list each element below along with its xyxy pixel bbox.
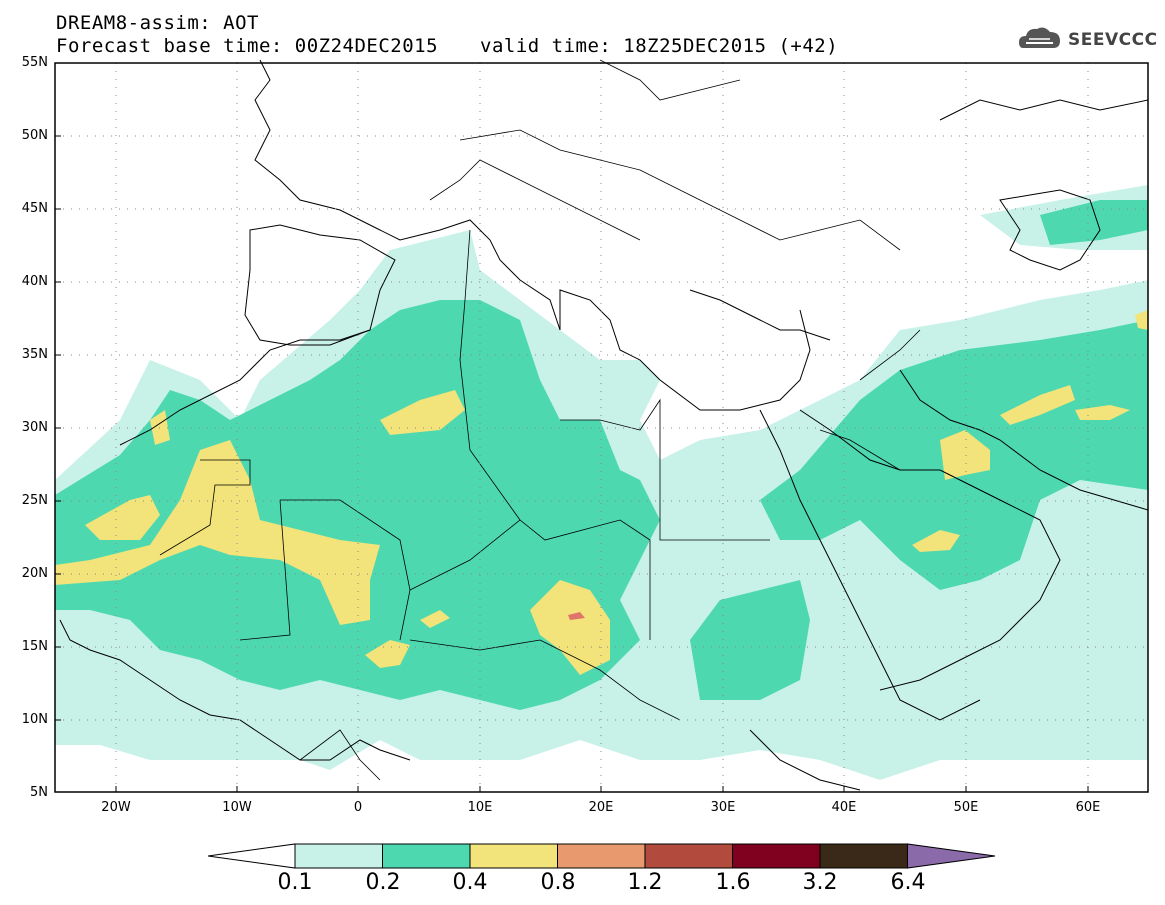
lon-label: 30E (710, 800, 736, 815)
lon-label: 40E (831, 800, 857, 815)
valid-time: valid time: 18Z25DEC2015 (+42) (480, 35, 839, 57)
lon-label: 20W (101, 800, 131, 815)
lon-label: 50E (953, 800, 979, 815)
colorbar-label: 0.8 (540, 870, 576, 895)
aot-band-0.4-ne (1135, 310, 1148, 330)
lon-label: 0 (353, 800, 363, 815)
colorbar-label: 3.2 (802, 870, 838, 895)
aot-band-0.4-chad (530, 580, 610, 675)
aot-band-0.4-west2 (85, 495, 160, 540)
lon-label: 10E (467, 800, 493, 815)
colorbar-label: 1.2 (627, 870, 663, 895)
lat-label: 20N (21, 566, 48, 581)
cloud-icon (1019, 27, 1060, 48)
colorbar-label: 1.6 (715, 870, 751, 895)
aot-band-0.2 (55, 300, 660, 710)
aot-band-0.2-east (690, 580, 810, 700)
lat-label: 35N (21, 347, 48, 362)
lat-label: 25N (21, 493, 48, 508)
aot-band-0.4-iran2 (1075, 405, 1130, 420)
aot-band-0.4-kuwait (940, 430, 990, 480)
aot-band-0.4-algeria (380, 390, 465, 435)
aot-shading (55, 185, 1148, 780)
lat-label: 5N (30, 785, 48, 800)
lat-label: 40N (21, 274, 48, 289)
tick-marks (55, 135, 1089, 792)
lon-label: 60E (1075, 800, 1101, 815)
lat-label: 30N (21, 420, 48, 435)
aot-band-0.2-caspian (1040, 200, 1148, 245)
aot-band-0.8 (568, 612, 585, 620)
aot-band-0.4-small1 (420, 610, 450, 628)
lat-label: 45N (21, 201, 48, 216)
colorbar-label: 0.4 (452, 870, 488, 895)
lon-label: 20E (588, 800, 614, 815)
aot-band-0.4-niger (365, 640, 410, 668)
aot-band-0.4-oman (912, 530, 960, 552)
borders (159, 59, 921, 781)
coastlines (59, 59, 1149, 791)
lat-label: 55N (21, 55, 48, 70)
lat-label: 15N (21, 639, 48, 654)
colorbar-label: 6.4 (890, 870, 926, 895)
colorbar-label: 0.2 (365, 870, 401, 895)
map-title: DREAM8-assim: AOT (56, 12, 259, 34)
logo-text: SEEVCCC (1068, 30, 1158, 50)
lat-label: 10N (21, 712, 48, 727)
forecast-base-time: Forecast base time: 00Z24DEC2015 (56, 35, 439, 57)
lat-label: 50N (21, 128, 48, 143)
aot-band-0.4-iran (1000, 385, 1075, 425)
colorbar-label: 0.1 (277, 870, 313, 895)
lon-label: 10W (222, 800, 252, 815)
aot-band-0.4-west (55, 440, 380, 625)
